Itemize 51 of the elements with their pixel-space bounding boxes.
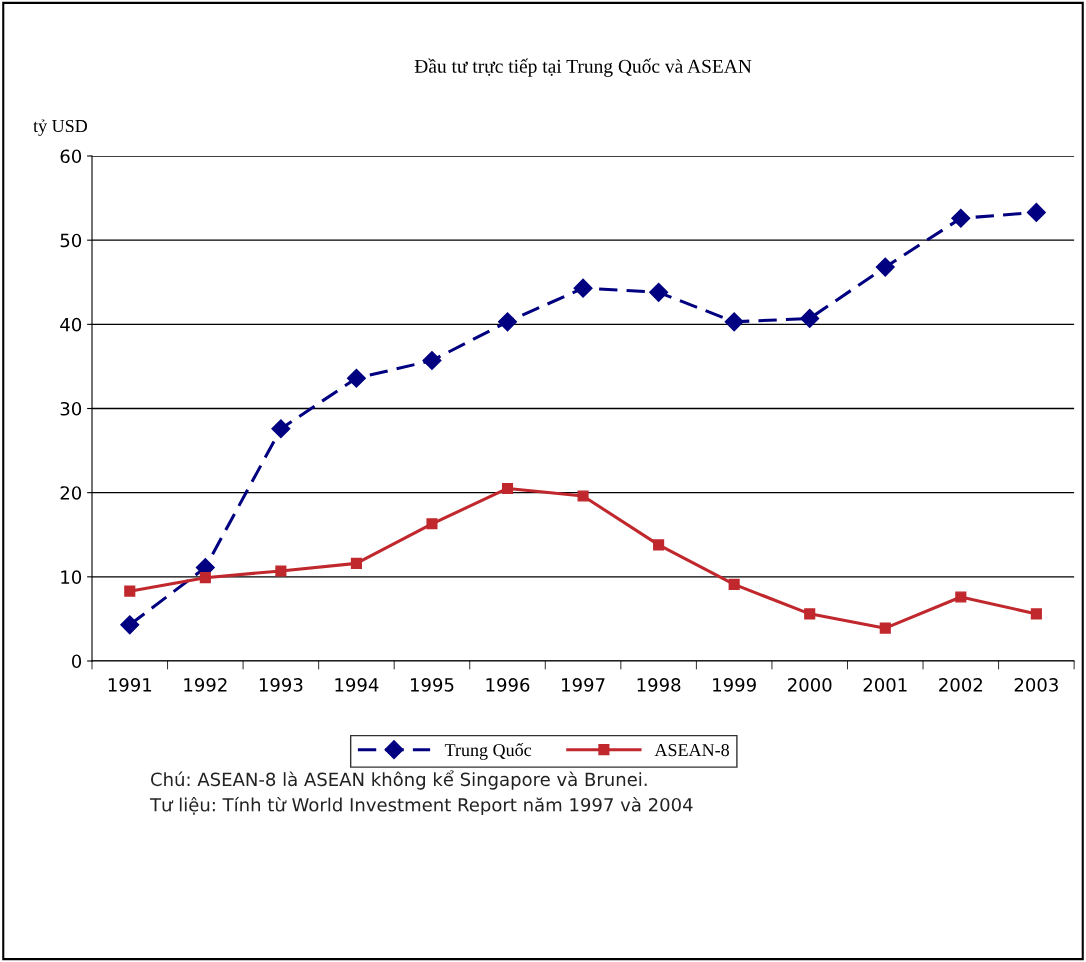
x-tick-label: 1995 xyxy=(410,677,454,692)
x-tick-label: 2001 xyxy=(863,677,907,692)
chart-title: Đầu tư trực tiếp tại Trung Quốc và ASEAN xyxy=(414,58,752,77)
y-tick-label: 60 xyxy=(60,149,82,164)
x-tick-label: 1999 xyxy=(713,677,756,692)
point xyxy=(275,565,287,577)
x-tick-label: 1994 xyxy=(335,677,379,692)
point xyxy=(649,282,669,302)
point xyxy=(804,608,816,620)
point xyxy=(724,312,744,332)
y-tick-label: 0 xyxy=(71,654,82,669)
point xyxy=(497,312,518,332)
x-tick-label: 1996 xyxy=(486,677,530,692)
y-tick-label: 10 xyxy=(61,570,82,584)
x-tick-label: 1997 xyxy=(562,677,605,692)
point xyxy=(199,572,211,584)
point xyxy=(951,208,971,228)
point xyxy=(346,368,366,388)
y-tick-label: 20 xyxy=(60,486,82,500)
point xyxy=(577,490,589,502)
point xyxy=(955,591,967,603)
point xyxy=(1026,202,1046,222)
point xyxy=(1030,608,1042,620)
point xyxy=(573,278,593,298)
text: Tư liệu: Tính từ World Investment Report năm 1997 và 2004 xyxy=(149,796,693,816)
x-tick-label: 1993 xyxy=(259,677,303,692)
point xyxy=(271,419,291,439)
x-tick-label: 1992 xyxy=(184,677,227,692)
x-tick-label: 2003 xyxy=(1014,677,1058,692)
point xyxy=(422,350,442,371)
point xyxy=(426,518,438,530)
y-tick-label: 30 xyxy=(60,401,82,416)
point xyxy=(124,585,136,597)
x-tick-label: 2002 xyxy=(939,677,982,692)
point xyxy=(879,622,891,634)
point xyxy=(501,482,514,495)
point xyxy=(800,308,820,328)
y-tick-label: 50 xyxy=(60,233,82,248)
point xyxy=(120,615,140,635)
x-tick-label: 2000 xyxy=(788,677,832,692)
y-tick-label: 40 xyxy=(60,317,82,332)
x-tick-label: 1998 xyxy=(637,677,681,692)
x-tick-label: 1991 xyxy=(108,677,152,692)
legend-label: ASEAN-8 xyxy=(654,743,729,757)
point xyxy=(875,257,895,277)
point xyxy=(653,539,665,551)
text: Chú: ASEAN-8 là ASEAN không kể Singapore và Brunei. xyxy=(151,770,647,790)
y-axis-title: tỷ USD xyxy=(33,119,88,136)
legend-label: Trung Quốc xyxy=(444,742,532,760)
point xyxy=(350,557,362,569)
point xyxy=(728,578,740,590)
